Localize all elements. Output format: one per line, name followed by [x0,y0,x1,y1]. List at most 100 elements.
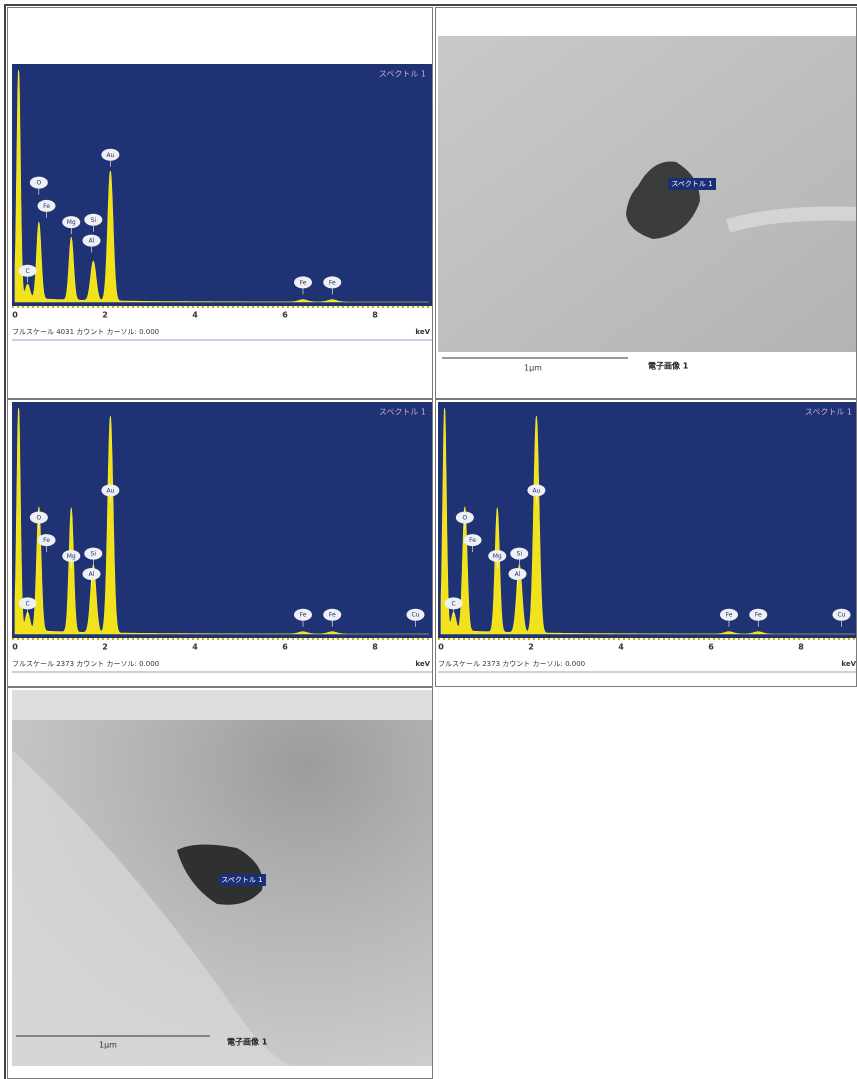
label-box [218,874,266,886]
footer: フルスケール 2373 カウント カーソル: 0.000 [438,660,585,668]
peak-label: C [25,268,29,275]
spectrum-trace [14,407,429,635]
peak-label-bg [508,568,527,581]
peak-label: O [36,180,41,187]
peak-label: Fe [329,612,336,619]
top-band [12,690,432,720]
peak-label-bg [82,568,101,581]
spectrum: スペクトル 1 C O Fe Mg Si Al Au Fe Fe 0 2 4 6 8 フルスケール 4031 … [12,64,432,341]
surface-edge [725,206,856,233]
peak-label: Au [106,487,114,494]
surface [12,750,292,1066]
plot-background [12,402,432,638]
peak-label: Mg [67,219,76,226]
x-tick-label: 0 [12,643,18,652]
peak-label-bg [323,608,342,621]
spectrum-title: スペクトル 1 [379,70,426,79]
spectrum: スペクトル 1 C O Fe Mg Si Al Au Fe Fe Cu 0 2 4 6 8 フルスケール 237… [12,402,432,673]
caption: 電子画像 1 [227,1037,268,1047]
spectrum-label: スペクトル 1 [671,180,712,188]
peak-label-bg [463,534,482,547]
scale-text: 1μm [524,364,542,373]
peak-label-bg [527,484,546,497]
peak-label-bg [37,534,56,547]
cell-spectrum-1: スペクトル 1 C O Fe Mg Si Al Au Fe Fe 0 2 4 6 8 フルスケール 4031 … [7,7,433,399]
peak-label-bg [37,199,56,212]
x-tick-label: 2 [102,643,108,652]
outer-frame [4,4,857,1079]
x-tick-label: 4 [192,311,198,320]
peak-label: Al [89,238,95,245]
sem-image: スペクトル 1 1μm 電子画像 1 [12,690,432,1066]
peak-label: Cu [412,612,420,619]
caption: 電子画像 1 [648,361,689,371]
axis-strip [12,306,432,320]
peak-label: Al [515,571,521,578]
peak-label: Al [89,571,95,578]
spectrum-title: スペクトル 1 [805,408,852,417]
peak-label-bg [18,597,37,610]
unit: keV [415,328,430,336]
footer: フルスケール 4031 カウント カーソル: 0.000 [12,328,159,336]
peak-label: Fe [43,203,50,210]
peak-label-bg [510,547,529,560]
peak-label: Fe [300,612,307,619]
axis-strip [12,638,432,652]
peak-label-bg [406,608,425,621]
x-tick-label: 6 [282,643,288,652]
peak-label-bg [455,511,474,524]
x-tick-label: 6 [708,643,714,652]
peak-label-bg [101,148,120,161]
peak-label-bg [84,547,103,560]
peak-label-bg [749,608,768,621]
peak-label: C [451,600,455,607]
spectrum-trace [440,407,855,635]
x-tick-label: 6 [282,311,288,320]
peak-label-bg [444,597,463,610]
unit: keV [415,660,430,668]
label-box [668,178,716,190]
peak-label-bg [832,608,851,621]
peak-label-bg [62,216,81,229]
peak-label: C [25,600,29,607]
cell-spectrum-2: スペクトル 1 C O Fe Mg Si Al Au Fe Fe Cu 0 2 4 6 8 フルスケール 237… [7,399,433,687]
unit: keV [841,660,856,668]
peak-label: Si [91,217,97,224]
scale-text: 1μm [99,1041,117,1050]
peak-label: Mg [67,553,76,560]
x-tick-label: 8 [372,643,378,652]
x-tick-label: 4 [618,643,624,652]
peak-label-bg [294,608,312,621]
peak-label: Au [532,487,540,494]
x-tick-label: 2 [528,643,534,652]
x-tick-label: 2 [102,311,108,320]
peak-label: Fe [726,612,733,619]
peak-label-bg [294,276,312,289]
sem-image: スペクトル 1 1μm 電子画像 1 [438,36,856,373]
peak-label: Fe [43,537,50,544]
peak-label: Si [91,551,97,558]
spectrum-label: スペクトル 1 [221,876,262,884]
peak-label: Si [517,551,523,558]
x-tick-label: 8 [372,311,378,320]
cell-image-1: スペクトル 1 1μm 電子画像 1 [435,7,857,399]
peak-label-bg [323,276,342,289]
peak-label-bg [29,511,48,524]
cell-spectrum-3: スペクトル 1 C O Fe Mg Si Al Au Fe Fe Cu 0 2 4 6 8 フルスケール 237… [435,399,857,687]
peak-label-bg [720,608,738,621]
spectrum-title: スペクトル 1 [379,408,426,417]
peak-label-bg [82,234,101,247]
peak-label-bg [101,484,120,497]
x-tick-label: 8 [798,643,804,652]
peak-label: Mg [493,553,502,560]
peak-label: Fe [329,279,336,286]
x-tick-label: 4 [192,643,198,652]
axis-strip [438,638,856,652]
plot-background [12,64,432,306]
peak-label: O [36,515,41,522]
peak-label-bg [488,549,507,562]
peak-label-bg [29,176,48,189]
x-tick-label: 0 [12,311,18,320]
peak-label-bg [18,264,37,277]
